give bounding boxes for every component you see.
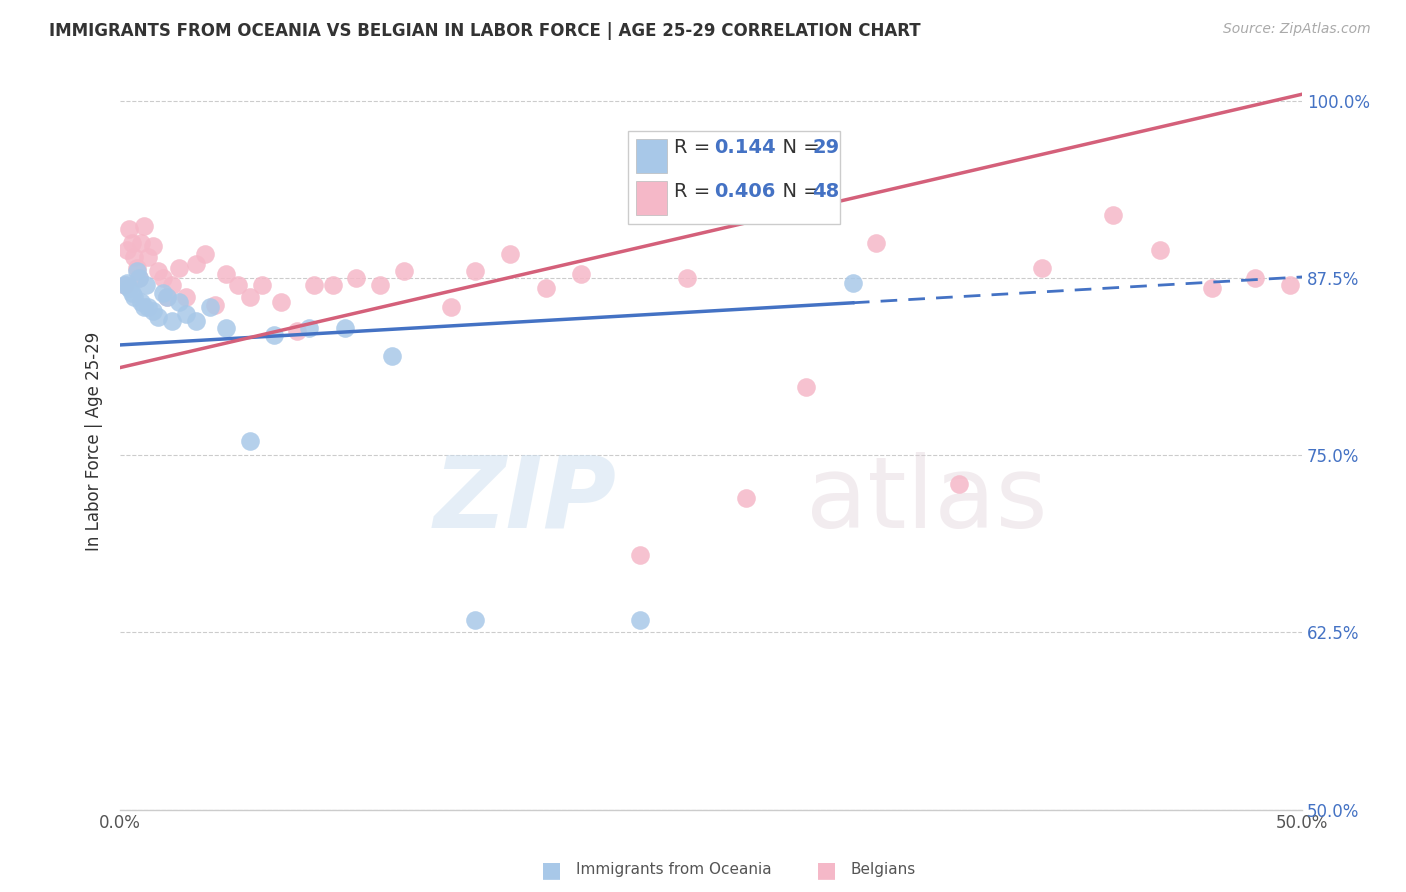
- Point: [129, 235, 152, 250]
- Text: 0.406: 0.406: [714, 182, 775, 201]
- Point: [250, 278, 273, 293]
- Point: [628, 548, 651, 562]
- Point: [125, 264, 148, 278]
- Point: [122, 250, 145, 264]
- Text: ZIP: ZIP: [433, 451, 616, 549]
- Text: atlas: atlas: [806, 451, 1047, 549]
- Point: [167, 295, 190, 310]
- Point: [368, 278, 391, 293]
- Point: [1031, 261, 1053, 276]
- Point: [114, 278, 136, 293]
- Point: [842, 276, 865, 290]
- Point: [128, 271, 150, 285]
- Point: [215, 321, 238, 335]
- Point: [1243, 271, 1265, 285]
- Point: [794, 380, 817, 394]
- Text: N =: N =: [770, 182, 825, 201]
- Point: [132, 219, 155, 233]
- Point: [440, 300, 463, 314]
- Point: [156, 290, 179, 304]
- Point: [270, 295, 292, 310]
- Point: [344, 271, 367, 285]
- Point: [464, 264, 486, 278]
- Point: [152, 285, 174, 300]
- Point: [118, 221, 141, 235]
- Point: [132, 300, 155, 314]
- Text: 48: 48: [813, 182, 839, 201]
- Point: [1149, 243, 1171, 257]
- Point: [333, 321, 356, 335]
- Y-axis label: In Labor Force | Age 25-29: In Labor Force | Age 25-29: [86, 332, 103, 551]
- Point: [115, 243, 138, 257]
- Point: [215, 267, 238, 281]
- Point: [160, 278, 183, 293]
- Point: [129, 295, 152, 310]
- Point: [184, 314, 207, 328]
- Point: [174, 290, 197, 304]
- Point: [226, 278, 249, 293]
- Point: [676, 271, 699, 285]
- Text: ■: ■: [541, 860, 562, 880]
- Point: [128, 271, 150, 285]
- Point: [142, 304, 165, 318]
- Point: [121, 235, 143, 250]
- Point: [122, 290, 145, 304]
- Point: [156, 290, 179, 304]
- Point: [735, 491, 758, 505]
- Point: [865, 235, 887, 250]
- Point: [285, 324, 308, 338]
- Text: 29: 29: [813, 138, 839, 157]
- Point: [146, 264, 169, 278]
- Point: [298, 321, 321, 335]
- Point: [1279, 278, 1302, 293]
- Text: Source: ZipAtlas.com: Source: ZipAtlas.com: [1223, 22, 1371, 37]
- Text: R =: R =: [675, 182, 717, 201]
- Point: [322, 278, 344, 293]
- Text: Belgians: Belgians: [851, 863, 915, 877]
- Point: [302, 278, 325, 293]
- Point: [569, 267, 592, 281]
- Point: [146, 310, 169, 324]
- Point: [381, 349, 404, 363]
- Point: [1102, 208, 1125, 222]
- Point: [118, 281, 141, 295]
- Point: [152, 271, 174, 285]
- Point: [174, 307, 197, 321]
- Point: [121, 285, 143, 300]
- Text: R =: R =: [675, 138, 717, 157]
- Point: [198, 300, 221, 314]
- Point: [628, 613, 651, 627]
- Point: [499, 247, 522, 261]
- Point: [204, 298, 226, 312]
- Point: [194, 247, 217, 261]
- Point: [534, 281, 557, 295]
- Point: [167, 261, 190, 276]
- Point: [464, 613, 486, 627]
- Point: [135, 278, 157, 293]
- Point: [1201, 281, 1223, 295]
- Point: [114, 278, 136, 293]
- Point: [263, 328, 285, 343]
- Text: IMMIGRANTS FROM OCEANIA VS BELGIAN IN LABOR FORCE | AGE 25-29 CORRELATION CHART: IMMIGRANTS FROM OCEANIA VS BELGIAN IN LA…: [49, 22, 921, 40]
- Point: [239, 290, 262, 304]
- Text: N =: N =: [770, 138, 825, 157]
- Point: [239, 434, 262, 449]
- Point: [115, 276, 138, 290]
- Text: Immigrants from Oceania: Immigrants from Oceania: [576, 863, 772, 877]
- Text: 0.144: 0.144: [714, 138, 775, 157]
- Point: [138, 300, 160, 314]
- Text: ■: ■: [815, 860, 837, 880]
- Point: [184, 257, 207, 271]
- Point: [142, 239, 165, 253]
- Point: [125, 261, 148, 276]
- Point: [138, 250, 160, 264]
- Point: [948, 476, 970, 491]
- Point: [392, 264, 415, 278]
- Point: [160, 314, 183, 328]
